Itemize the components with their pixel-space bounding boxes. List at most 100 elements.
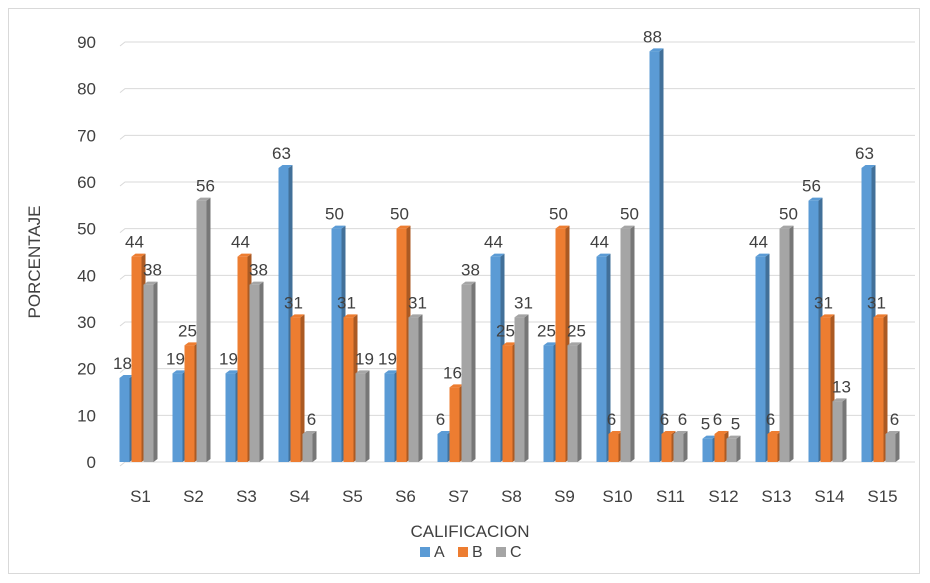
bar — [437, 431, 452, 462]
bar — [237, 253, 252, 462]
gridline — [119, 88, 915, 94]
x-tick-label: S4 — [289, 487, 310, 506]
data-label: 63 — [855, 144, 874, 163]
bar — [302, 431, 317, 462]
data-label: 25 — [567, 321, 586, 340]
bar — [755, 253, 770, 462]
legend-swatch — [420, 547, 430, 557]
legend-swatch — [458, 547, 468, 557]
data-label: 31 — [284, 293, 303, 312]
bar — [184, 342, 199, 462]
data-label: 56 — [196, 177, 215, 196]
data-label: 31 — [408, 293, 427, 312]
data-label: 6 — [766, 410, 775, 429]
y-tick-label: 30 — [77, 313, 96, 332]
bar — [331, 225, 346, 462]
data-label: 6 — [890, 410, 899, 429]
bar — [808, 197, 823, 462]
y-tick-label: 0 — [87, 453, 96, 472]
bar — [832, 398, 847, 462]
chart-frame — [8, 8, 920, 574]
bar — [278, 165, 293, 462]
legend-label: B — [472, 544, 483, 561]
bar — [408, 314, 423, 462]
x-tick-label: S1 — [130, 487, 151, 506]
data-label: 88 — [643, 27, 662, 46]
bar — [249, 281, 264, 462]
gridline — [119, 134, 915, 140]
x-tick-label: S11 — [656, 487, 685, 506]
x-tick-label: S15 — [867, 487, 897, 506]
data-label: 50 — [549, 205, 568, 224]
bar — [649, 48, 664, 462]
x-tick-label: S3 — [236, 487, 257, 506]
bar — [567, 342, 582, 462]
data-label: 56 — [802, 177, 821, 196]
y-axis-ticks: 0 10 20 30 40 50 60 70 80 90 — [77, 33, 96, 472]
bar — [196, 197, 211, 462]
x-tick-label: S12 — [708, 487, 738, 506]
bar — [449, 384, 464, 462]
data-label: 38 — [143, 261, 162, 280]
legend-item: A — [420, 544, 445, 561]
data-label: 50 — [779, 205, 798, 224]
x-tick-label: S7 — [448, 487, 469, 506]
y-tick-label: 40 — [77, 266, 96, 285]
data-label: 31 — [814, 293, 833, 312]
bar — [143, 281, 158, 462]
gridline — [119, 181, 915, 187]
y-tick-label: 50 — [77, 220, 96, 239]
data-label: 6 — [436, 410, 445, 429]
bar — [673, 431, 688, 462]
bar — [461, 281, 476, 462]
x-tick-label: S10 — [602, 487, 632, 506]
bar — [355, 370, 370, 462]
bar — [555, 225, 570, 462]
data-label: 31 — [514, 293, 533, 312]
data-label: 44 — [749, 233, 768, 252]
data-label: 19 — [219, 349, 238, 368]
bars — [119, 48, 900, 462]
data-label: 44 — [125, 233, 144, 252]
legend-label: C — [510, 544, 522, 561]
gridline — [119, 41, 915, 47]
legend: A B C — [420, 544, 522, 561]
data-label: 31 — [337, 293, 356, 312]
bar — [131, 253, 146, 462]
x-tick-label: S8 — [501, 487, 522, 506]
bar — [767, 431, 782, 462]
data-label: 19 — [166, 349, 185, 368]
data-label: 44 — [590, 233, 609, 252]
bar — [514, 314, 529, 462]
x-tick-label: S14 — [814, 487, 844, 506]
bar — [543, 342, 558, 462]
data-label: 13 — [832, 377, 851, 396]
gridline — [119, 461, 915, 467]
data-label: 5 — [731, 415, 740, 434]
x-tick-label: S5 — [342, 487, 363, 506]
bar — [779, 225, 794, 462]
legend-item: B — [458, 544, 483, 561]
x-tick-label: S6 — [395, 487, 416, 506]
y-tick-label: 60 — [77, 173, 96, 192]
data-label: 19 — [355, 349, 374, 368]
y-tick-label: 80 — [77, 80, 96, 99]
bar — [490, 253, 505, 462]
bar — [396, 225, 411, 462]
legend-swatch — [496, 547, 506, 557]
bar — [596, 253, 611, 462]
x-tick-label: S13 — [761, 487, 791, 506]
x-axis-ticks: S1 S2 S3 S4 S5 S6 S7 S8 S9 S10 S11 S12 S13 S14 S15 — [130, 487, 898, 506]
data-label: 6 — [678, 410, 687, 429]
data-label: 18 — [113, 354, 132, 373]
data-label: 50 — [620, 205, 639, 224]
bar — [290, 314, 305, 462]
bar — [885, 431, 900, 462]
data-label: 44 — [484, 233, 503, 252]
data-label: 19 — [378, 349, 397, 368]
data-label: 25 — [537, 321, 556, 340]
bar — [384, 370, 399, 462]
data-label: 38 — [461, 261, 480, 280]
